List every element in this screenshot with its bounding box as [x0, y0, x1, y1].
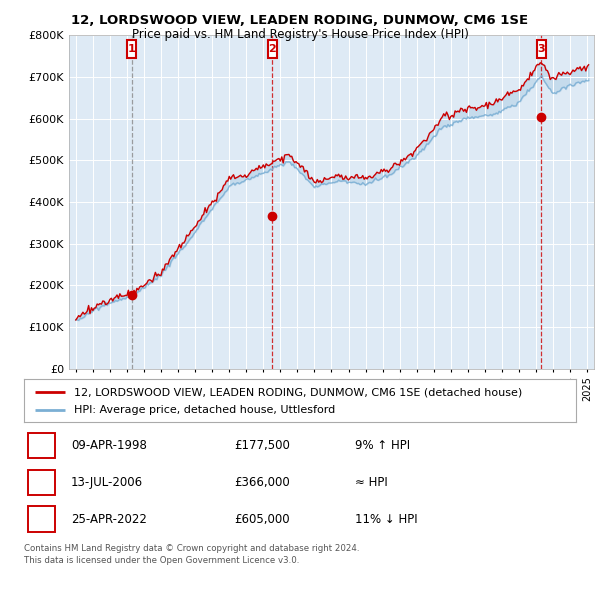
Text: Contains HM Land Registry data © Crown copyright and database right 2024.: Contains HM Land Registry data © Crown c… [24, 544, 359, 553]
Text: £605,000: £605,000 [234, 513, 289, 526]
Text: HPI: Average price, detached house, Uttlesford: HPI: Average price, detached house, Uttl… [74, 405, 335, 415]
Text: Price paid vs. HM Land Registry's House Price Index (HPI): Price paid vs. HM Land Registry's House … [131, 28, 469, 41]
Bar [268, 40, 277, 58]
Text: 9% ↑ HPI: 9% ↑ HPI [355, 439, 410, 452]
Text: 1: 1 [38, 439, 46, 452]
Text: 12, LORDSWOOD VIEW, LEADEN RODING, DUNMOW, CM6 1SE (detached house): 12, LORDSWOOD VIEW, LEADEN RODING, DUNMO… [74, 387, 522, 397]
Text: £177,500: £177,500 [234, 439, 290, 452]
Text: 11% ↓ HPI: 11% ↓ HPI [355, 513, 418, 526]
Text: 3: 3 [538, 44, 545, 54]
Bar [28, 433, 55, 458]
Text: 2: 2 [268, 44, 276, 54]
Bar [28, 470, 55, 495]
Text: £366,000: £366,000 [234, 476, 290, 489]
Text: This data is licensed under the Open Government Licence v3.0.: This data is licensed under the Open Gov… [24, 556, 299, 565]
Text: 09-APR-1998: 09-APR-1998 [71, 439, 147, 452]
Text: 3: 3 [38, 513, 46, 526]
Text: 2: 2 [38, 476, 46, 489]
Bar [537, 40, 546, 58]
Text: 25-APR-2022: 25-APR-2022 [71, 513, 147, 526]
Bar [127, 40, 136, 58]
Bar [28, 506, 55, 532]
Text: ≈ HPI: ≈ HPI [355, 476, 388, 489]
Text: 13-JUL-2006: 13-JUL-2006 [71, 476, 143, 489]
Text: 1: 1 [128, 44, 136, 54]
Text: 12, LORDSWOOD VIEW, LEADEN RODING, DUNMOW, CM6 1SE: 12, LORDSWOOD VIEW, LEADEN RODING, DUNMO… [71, 14, 529, 27]
